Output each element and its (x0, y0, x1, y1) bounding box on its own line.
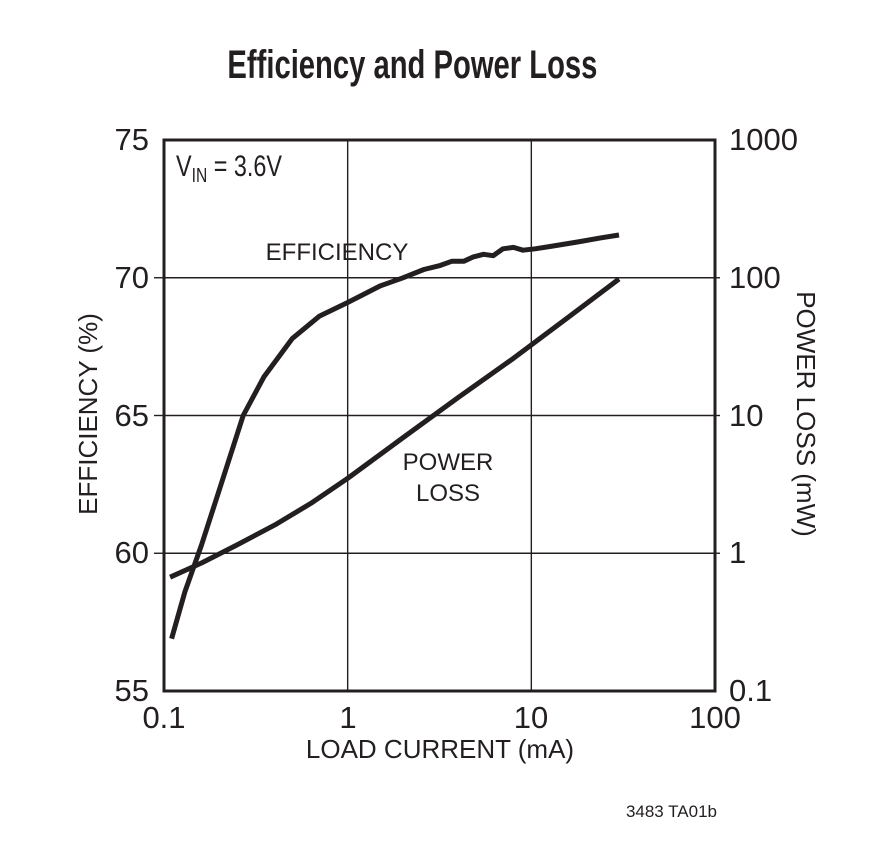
plot-area (154, 138, 720, 693)
y-right-tick-label: 1 (729, 535, 747, 570)
series-label-power-loss-line1: POWER (402, 449, 494, 476)
y-left-tick-label: 70 (114, 260, 149, 295)
series-label-power-loss-line2: LOSS (415, 480, 481, 507)
figure-caption: 3483 TA01b (625, 802, 717, 821)
y-left-tick-label: 75 (114, 122, 149, 157)
curve-power-loss (169, 277, 621, 580)
vin-annotation: VIN = 3.6V (176, 150, 283, 187)
y-right-tick-label: 100 (729, 260, 781, 295)
x-tick-label: 10 (513, 700, 549, 735)
series-label-efficiency: EFFICIENCY (265, 239, 409, 266)
vin-annotation-value: = 3.6V (207, 150, 283, 183)
x-tick-label: 0.1 (142, 700, 186, 735)
y-left-tick-label: 65 (114, 398, 149, 433)
plot-border (162, 138, 717, 693)
vin-annotation-base: V (176, 150, 192, 183)
vin-annotation-subscript: IN (191, 165, 208, 187)
series-label-power-loss: POWER LOSS (348, 447, 548, 509)
x-tick-label: 100 (689, 700, 741, 735)
curve-efficiency (169, 232, 620, 640)
y-right-tick-label: 10 (729, 398, 764, 433)
y-right-tick-label: 0.1 (729, 673, 773, 708)
x-axis-title: LOAD CURRENT (mA) (305, 734, 575, 764)
y-right-tick-label: 1000 (729, 122, 798, 157)
x-tick-label: 1 (339, 700, 357, 735)
y-left-tick-label: 55 (114, 673, 149, 708)
chart-title-text: Efficiency and Power Loss (226, 43, 597, 87)
y-left-tick-label: 60 (114, 535, 149, 570)
chart-title: Efficiency and Power Loss (0, 44, 824, 86)
